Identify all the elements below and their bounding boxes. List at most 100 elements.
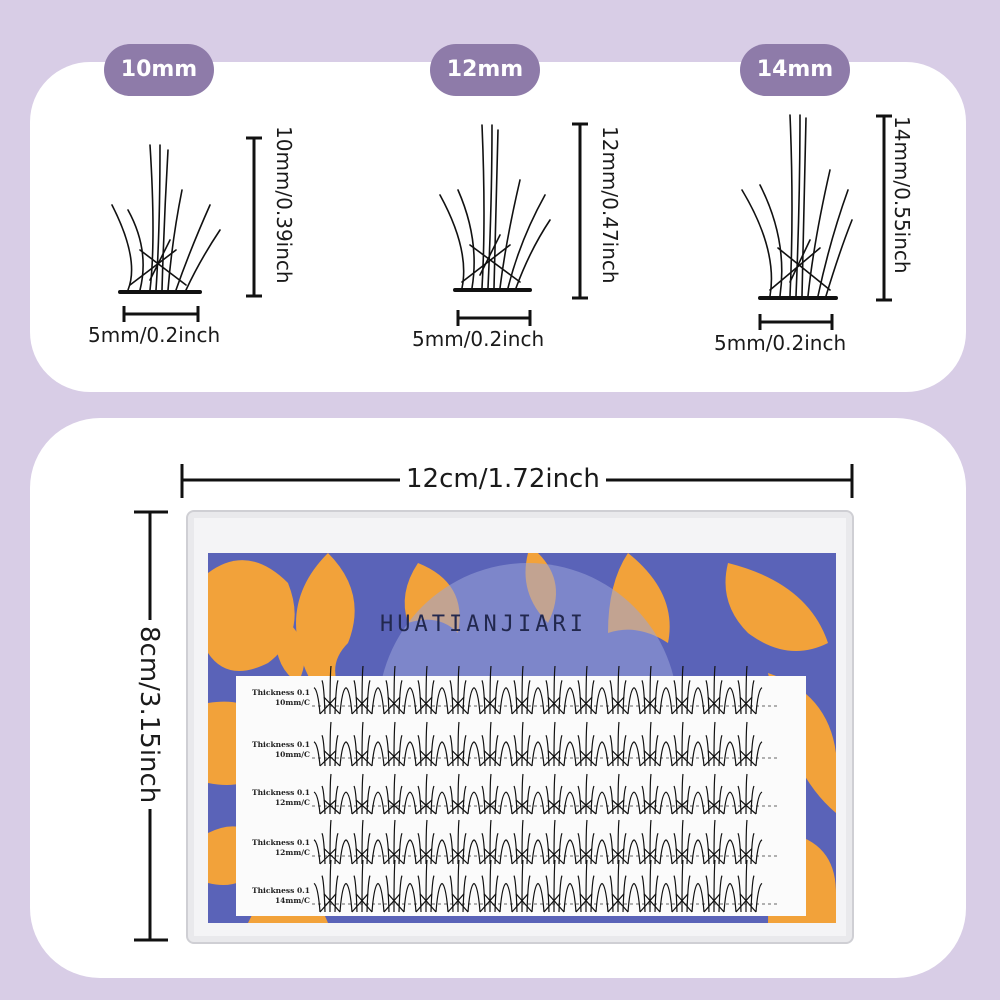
lash-fiber xyxy=(479,750,497,767)
lash-fiber xyxy=(595,687,603,715)
lash-fiber xyxy=(547,696,565,715)
lash-fiber xyxy=(355,893,373,913)
lash-cluster xyxy=(569,665,603,715)
lash-fiber xyxy=(387,848,405,865)
lash-fiber xyxy=(371,687,379,715)
lash-fiber xyxy=(713,819,716,865)
lash-fiber xyxy=(313,791,321,815)
lash-fiber xyxy=(553,819,556,865)
lash-cluster-10mm xyxy=(111,144,221,294)
lash-fiber xyxy=(543,848,561,865)
lash-fiber xyxy=(585,819,588,865)
lash-fiber xyxy=(707,750,725,767)
lash-fiber xyxy=(339,791,347,815)
lash-fiber xyxy=(415,848,433,865)
lash-fiber xyxy=(739,893,757,913)
lash-cluster xyxy=(729,859,763,913)
lash-fiber xyxy=(387,696,405,715)
lash-fiber xyxy=(707,893,725,913)
lash-fiber xyxy=(339,882,347,913)
lash-fiber xyxy=(435,839,443,865)
lash-cluster xyxy=(473,721,507,767)
size-pill-14mm: 14mm xyxy=(740,44,850,96)
lash-fiber xyxy=(707,848,725,865)
lash-fiber xyxy=(425,819,428,865)
lash-fiber xyxy=(729,791,737,815)
lash-cluster xyxy=(345,819,379,865)
lash-fiber xyxy=(633,741,641,767)
lash-fiber xyxy=(639,696,657,715)
lash-cluster xyxy=(665,773,699,815)
lash-fiber xyxy=(739,799,757,815)
lash-cluster xyxy=(441,819,475,865)
lash-fiber xyxy=(355,696,373,715)
lash-fiber xyxy=(729,687,737,715)
lash-fiber xyxy=(665,839,673,865)
lash-cluster xyxy=(537,665,571,715)
lash-fiber xyxy=(499,687,507,715)
lash-fiber xyxy=(607,696,625,715)
lash-fiber xyxy=(739,750,757,767)
lash-fiber xyxy=(697,839,705,865)
lash-cluster xyxy=(569,721,603,767)
lash-fiber xyxy=(547,799,565,815)
lash-fiber xyxy=(745,665,748,715)
lash-fiber xyxy=(643,696,661,715)
lash-strip-sheet xyxy=(236,676,806,916)
lash-cluster xyxy=(377,859,411,913)
size-pill-10mm: 10mm xyxy=(104,44,214,96)
lash-fiber xyxy=(633,687,641,715)
lash-fiber xyxy=(575,848,593,865)
lash-fiber xyxy=(383,893,401,913)
lash-cluster xyxy=(505,721,539,767)
lash-fiber xyxy=(435,791,443,815)
lash-fiber xyxy=(745,859,748,913)
lash-fiber xyxy=(691,882,699,913)
lash-fiber xyxy=(665,882,673,913)
lash-fiber xyxy=(639,848,657,865)
lash-cluster xyxy=(313,665,347,715)
lash-fiber xyxy=(521,665,524,715)
lash-fiber xyxy=(723,741,731,767)
lash-fiber xyxy=(467,741,475,767)
lash-fiber xyxy=(515,696,533,715)
lash-fiber xyxy=(467,791,475,815)
lash-cluster xyxy=(537,773,571,815)
lash-fiber xyxy=(579,799,597,815)
lash-fiber xyxy=(483,893,501,913)
lash-cluster xyxy=(633,859,667,913)
lash-fiber xyxy=(499,741,507,767)
lash-fiber xyxy=(735,848,753,865)
lash-fiber xyxy=(697,791,705,815)
lash-fiber xyxy=(671,848,689,865)
brand-name: HUATIANJIARI xyxy=(380,612,587,637)
lash-cluster xyxy=(345,665,379,715)
lash-fiber xyxy=(531,882,539,913)
lash-fiber xyxy=(617,819,620,865)
row-label-1: Thickness 0.1 10mm/C xyxy=(252,688,310,707)
lash-fiber xyxy=(537,687,545,715)
lash-fiber xyxy=(547,848,565,865)
lash-fiber xyxy=(531,687,539,715)
lash-fiber xyxy=(575,750,593,767)
lash-fiber xyxy=(339,839,347,865)
lash-fiber xyxy=(617,773,620,815)
lash-fiber xyxy=(575,696,593,715)
lash-fiber xyxy=(611,893,629,913)
lash-fiber xyxy=(723,839,731,865)
lash-fiber xyxy=(479,799,497,815)
lash-fiber xyxy=(345,741,353,767)
lash-cluster xyxy=(505,665,539,715)
lash-fiber xyxy=(313,839,321,865)
lash-fiber xyxy=(691,741,699,767)
lash-fiber xyxy=(319,696,337,715)
lash-cluster xyxy=(665,819,699,865)
lash-fiber xyxy=(521,859,524,913)
lash-fiber xyxy=(649,721,652,767)
lash-cluster xyxy=(537,819,571,865)
lash-fiber xyxy=(755,791,763,815)
lash-fiber xyxy=(691,687,699,715)
lash-fiber xyxy=(419,799,437,815)
lash-fiber xyxy=(531,791,539,815)
lash-cluster xyxy=(601,721,635,767)
